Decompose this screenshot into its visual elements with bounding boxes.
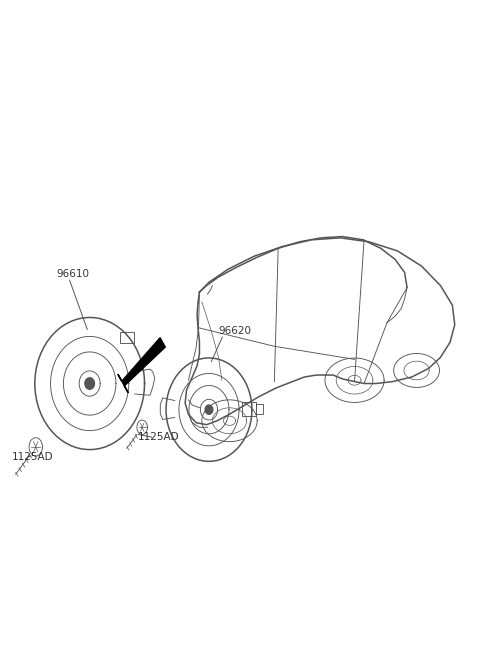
Text: 1125AD: 1125AD: [12, 452, 53, 462]
Polygon shape: [85, 378, 95, 389]
Text: 1125AD: 1125AD: [137, 432, 179, 442]
Polygon shape: [205, 405, 213, 414]
Polygon shape: [118, 338, 165, 393]
Text: 96620: 96620: [218, 326, 252, 336]
Text: 96610: 96610: [56, 269, 89, 279]
